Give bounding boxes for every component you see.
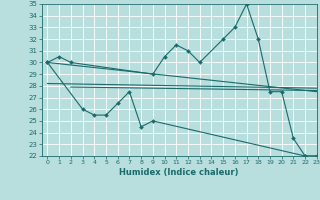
X-axis label: Humidex (Indice chaleur): Humidex (Indice chaleur) [119,168,239,177]
